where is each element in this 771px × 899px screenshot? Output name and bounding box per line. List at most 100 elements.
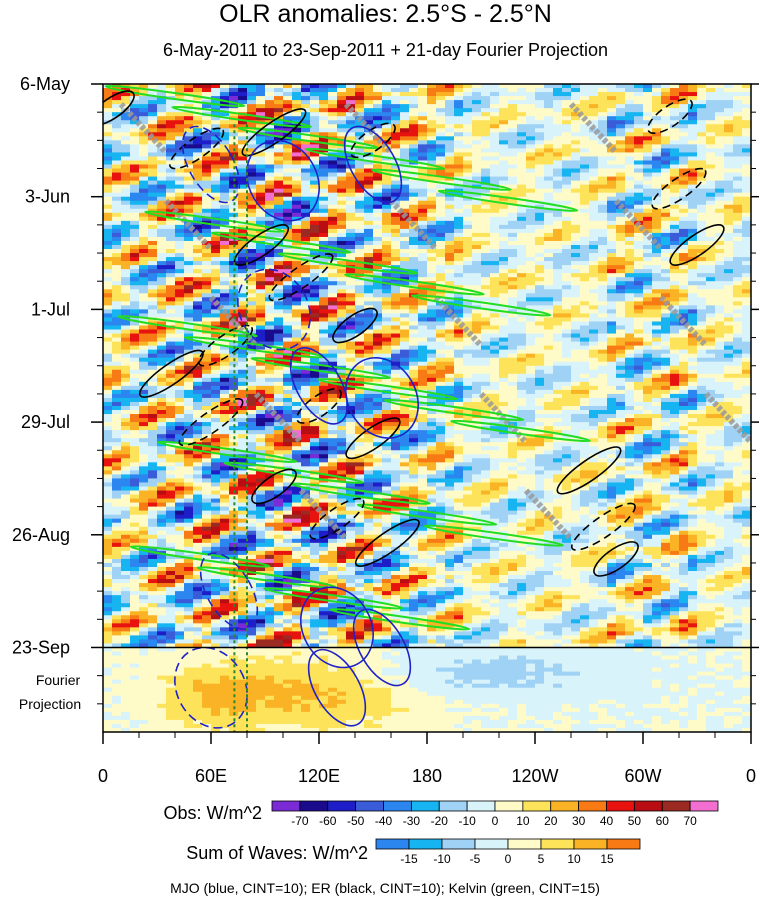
heatmap-cell	[427, 341, 437, 347]
heatmap-cell	[373, 88, 383, 93]
heatmap-cell	[139, 232, 149, 238]
heatmap-cell	[571, 136, 581, 141]
heatmap-cell	[328, 156, 338, 162]
heatmap-cell	[544, 160, 554, 166]
heatmap-cell	[661, 180, 671, 186]
heatmap-cell	[346, 124, 356, 129]
heatmap-cell	[445, 148, 455, 154]
heatmap-cell	[364, 293, 374, 298]
heatmap-cell	[346, 212, 356, 218]
heatmap-cell	[652, 297, 662, 302]
heatmap-cell	[562, 289, 572, 294]
heatmap-cell	[580, 337, 590, 343]
heatmap-cell	[553, 192, 563, 198]
heatmap-cell	[337, 313, 347, 319]
heatmap-cell	[166, 104, 176, 109]
heatmap-cell	[454, 208, 464, 214]
heatmap-cell	[391, 208, 401, 214]
heatmap-cell	[634, 84, 644, 89]
heatmap-cell	[580, 172, 590, 178]
heatmap-cell	[130, 168, 140, 174]
heatmap-cell	[139, 269, 149, 274]
heatmap-cell	[112, 152, 122, 158]
heatmap-cell	[328, 172, 338, 178]
heatmap-cell	[544, 124, 554, 129]
heatmap-cell	[391, 104, 401, 109]
heatmap-cell	[625, 297, 635, 302]
heatmap-cell	[148, 120, 158, 125]
heatmap-cell	[112, 305, 122, 310]
heatmap-cell	[130, 160, 140, 166]
heatmap-cell	[571, 112, 581, 117]
heatmap-cell	[202, 120, 212, 125]
heatmap-cell	[103, 136, 113, 141]
heatmap-cell	[445, 249, 455, 254]
heatmap-cell	[445, 120, 455, 125]
heatmap-cell	[652, 220, 662, 226]
heatmap-cell	[310, 124, 320, 129]
heatmap-cell	[517, 285, 527, 290]
heatmap-cell	[157, 261, 167, 266]
heatmap-cell	[472, 84, 482, 89]
heatmap-cell	[580, 192, 590, 198]
heatmap-cell	[490, 128, 500, 133]
heatmap-cell	[499, 104, 509, 109]
heatmap-cell	[679, 184, 689, 190]
heatmap-cell	[310, 293, 320, 298]
heatmap-cell	[472, 108, 482, 113]
heatmap-cell	[679, 84, 689, 89]
heatmap-cell	[400, 301, 410, 306]
heatmap-cell	[346, 297, 356, 302]
heatmap-cell	[148, 265, 158, 270]
heatmap-cell	[373, 152, 383, 158]
heatmap-cell	[571, 305, 581, 310]
heatmap-cell	[427, 180, 437, 186]
heatmap-cell	[661, 313, 671, 319]
heatmap-cell	[310, 345, 320, 351]
heatmap-cell	[391, 337, 401, 343]
heatmap-cell	[256, 317, 266, 323]
heatmap-cell	[616, 188, 626, 194]
heatmap-cell	[157, 269, 167, 274]
heatmap-cell	[454, 321, 464, 327]
heatmap-cell	[310, 172, 320, 178]
heatmap-cell	[679, 277, 689, 282]
heatmap-cell	[607, 140, 617, 145]
heatmap-cell	[229, 244, 239, 250]
heatmap-cell	[742, 180, 751, 186]
heatmap-cell	[436, 317, 446, 323]
heatmap-cell	[724, 253, 734, 258]
heatmap-cell	[427, 100, 437, 105]
heatmap-cell	[679, 257, 689, 262]
heatmap-cell	[508, 337, 518, 343]
heatmap-cell	[211, 240, 221, 246]
heatmap-cell	[112, 112, 122, 117]
heatmap-cell	[463, 337, 473, 343]
heatmap-cell	[409, 148, 419, 154]
heatmap-cell	[616, 273, 626, 278]
heatmap-cell	[292, 164, 302, 170]
heatmap-cell	[364, 92, 374, 97]
heatmap-cell	[247, 144, 257, 149]
heatmap-cell	[670, 244, 680, 250]
heatmap-cell	[463, 104, 473, 109]
heatmap-cell	[625, 236, 635, 242]
heatmap-cell	[724, 156, 734, 162]
heatmap-cell	[499, 257, 509, 262]
heatmap-cell	[400, 192, 410, 198]
heatmap-cell	[265, 168, 275, 174]
heatmap-cell	[625, 285, 635, 290]
heatmap-cell	[139, 317, 149, 323]
heatmap-cell	[265, 321, 275, 327]
heatmap-cell	[463, 341, 473, 347]
heatmap-cell	[175, 100, 185, 105]
heatmap-cell	[643, 140, 653, 145]
heatmap-cell	[112, 317, 122, 323]
heatmap-cell	[373, 341, 383, 347]
heatmap-cell	[301, 317, 311, 323]
heatmap-cell	[409, 261, 419, 266]
heatmap-cell	[355, 168, 365, 174]
heatmap-cell	[139, 132, 149, 137]
heatmap-cell	[517, 96, 527, 101]
heatmap-cell	[490, 329, 500, 335]
